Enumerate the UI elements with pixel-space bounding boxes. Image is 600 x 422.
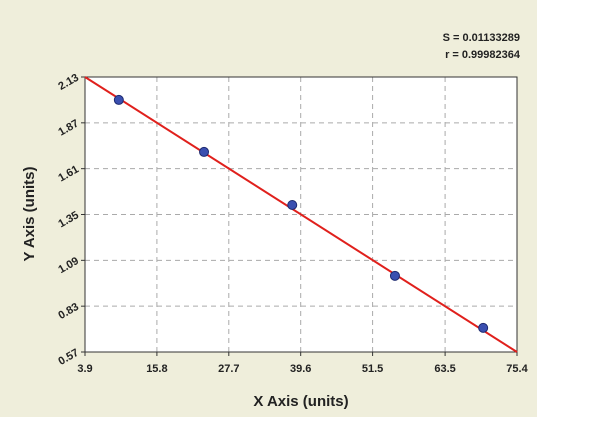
x-tick-label: 39.6 xyxy=(290,363,311,375)
data-point xyxy=(113,94,124,105)
data-point xyxy=(389,270,400,281)
x-tick-label: 51.5 xyxy=(362,363,383,375)
annotation: r = 0.99982364 xyxy=(445,49,521,61)
data-point xyxy=(478,322,489,333)
x-tick-label: 27.7 xyxy=(218,363,239,375)
x-tick-label: 63.5 xyxy=(434,363,455,375)
data-point xyxy=(287,199,298,210)
fit-line xyxy=(84,76,518,353)
x-tick-label: 15.8 xyxy=(146,363,167,375)
x-axis-label: X Axis (units) xyxy=(253,393,348,410)
annotation: S = 0.01133289 xyxy=(443,32,520,44)
plot-frame xyxy=(84,76,518,353)
y-axis-label: Y Axis (units) xyxy=(21,166,38,261)
data-point xyxy=(199,146,210,157)
x-tick-label: 75.4 xyxy=(506,363,528,375)
x-tick-label: 3.9 xyxy=(77,363,92,375)
